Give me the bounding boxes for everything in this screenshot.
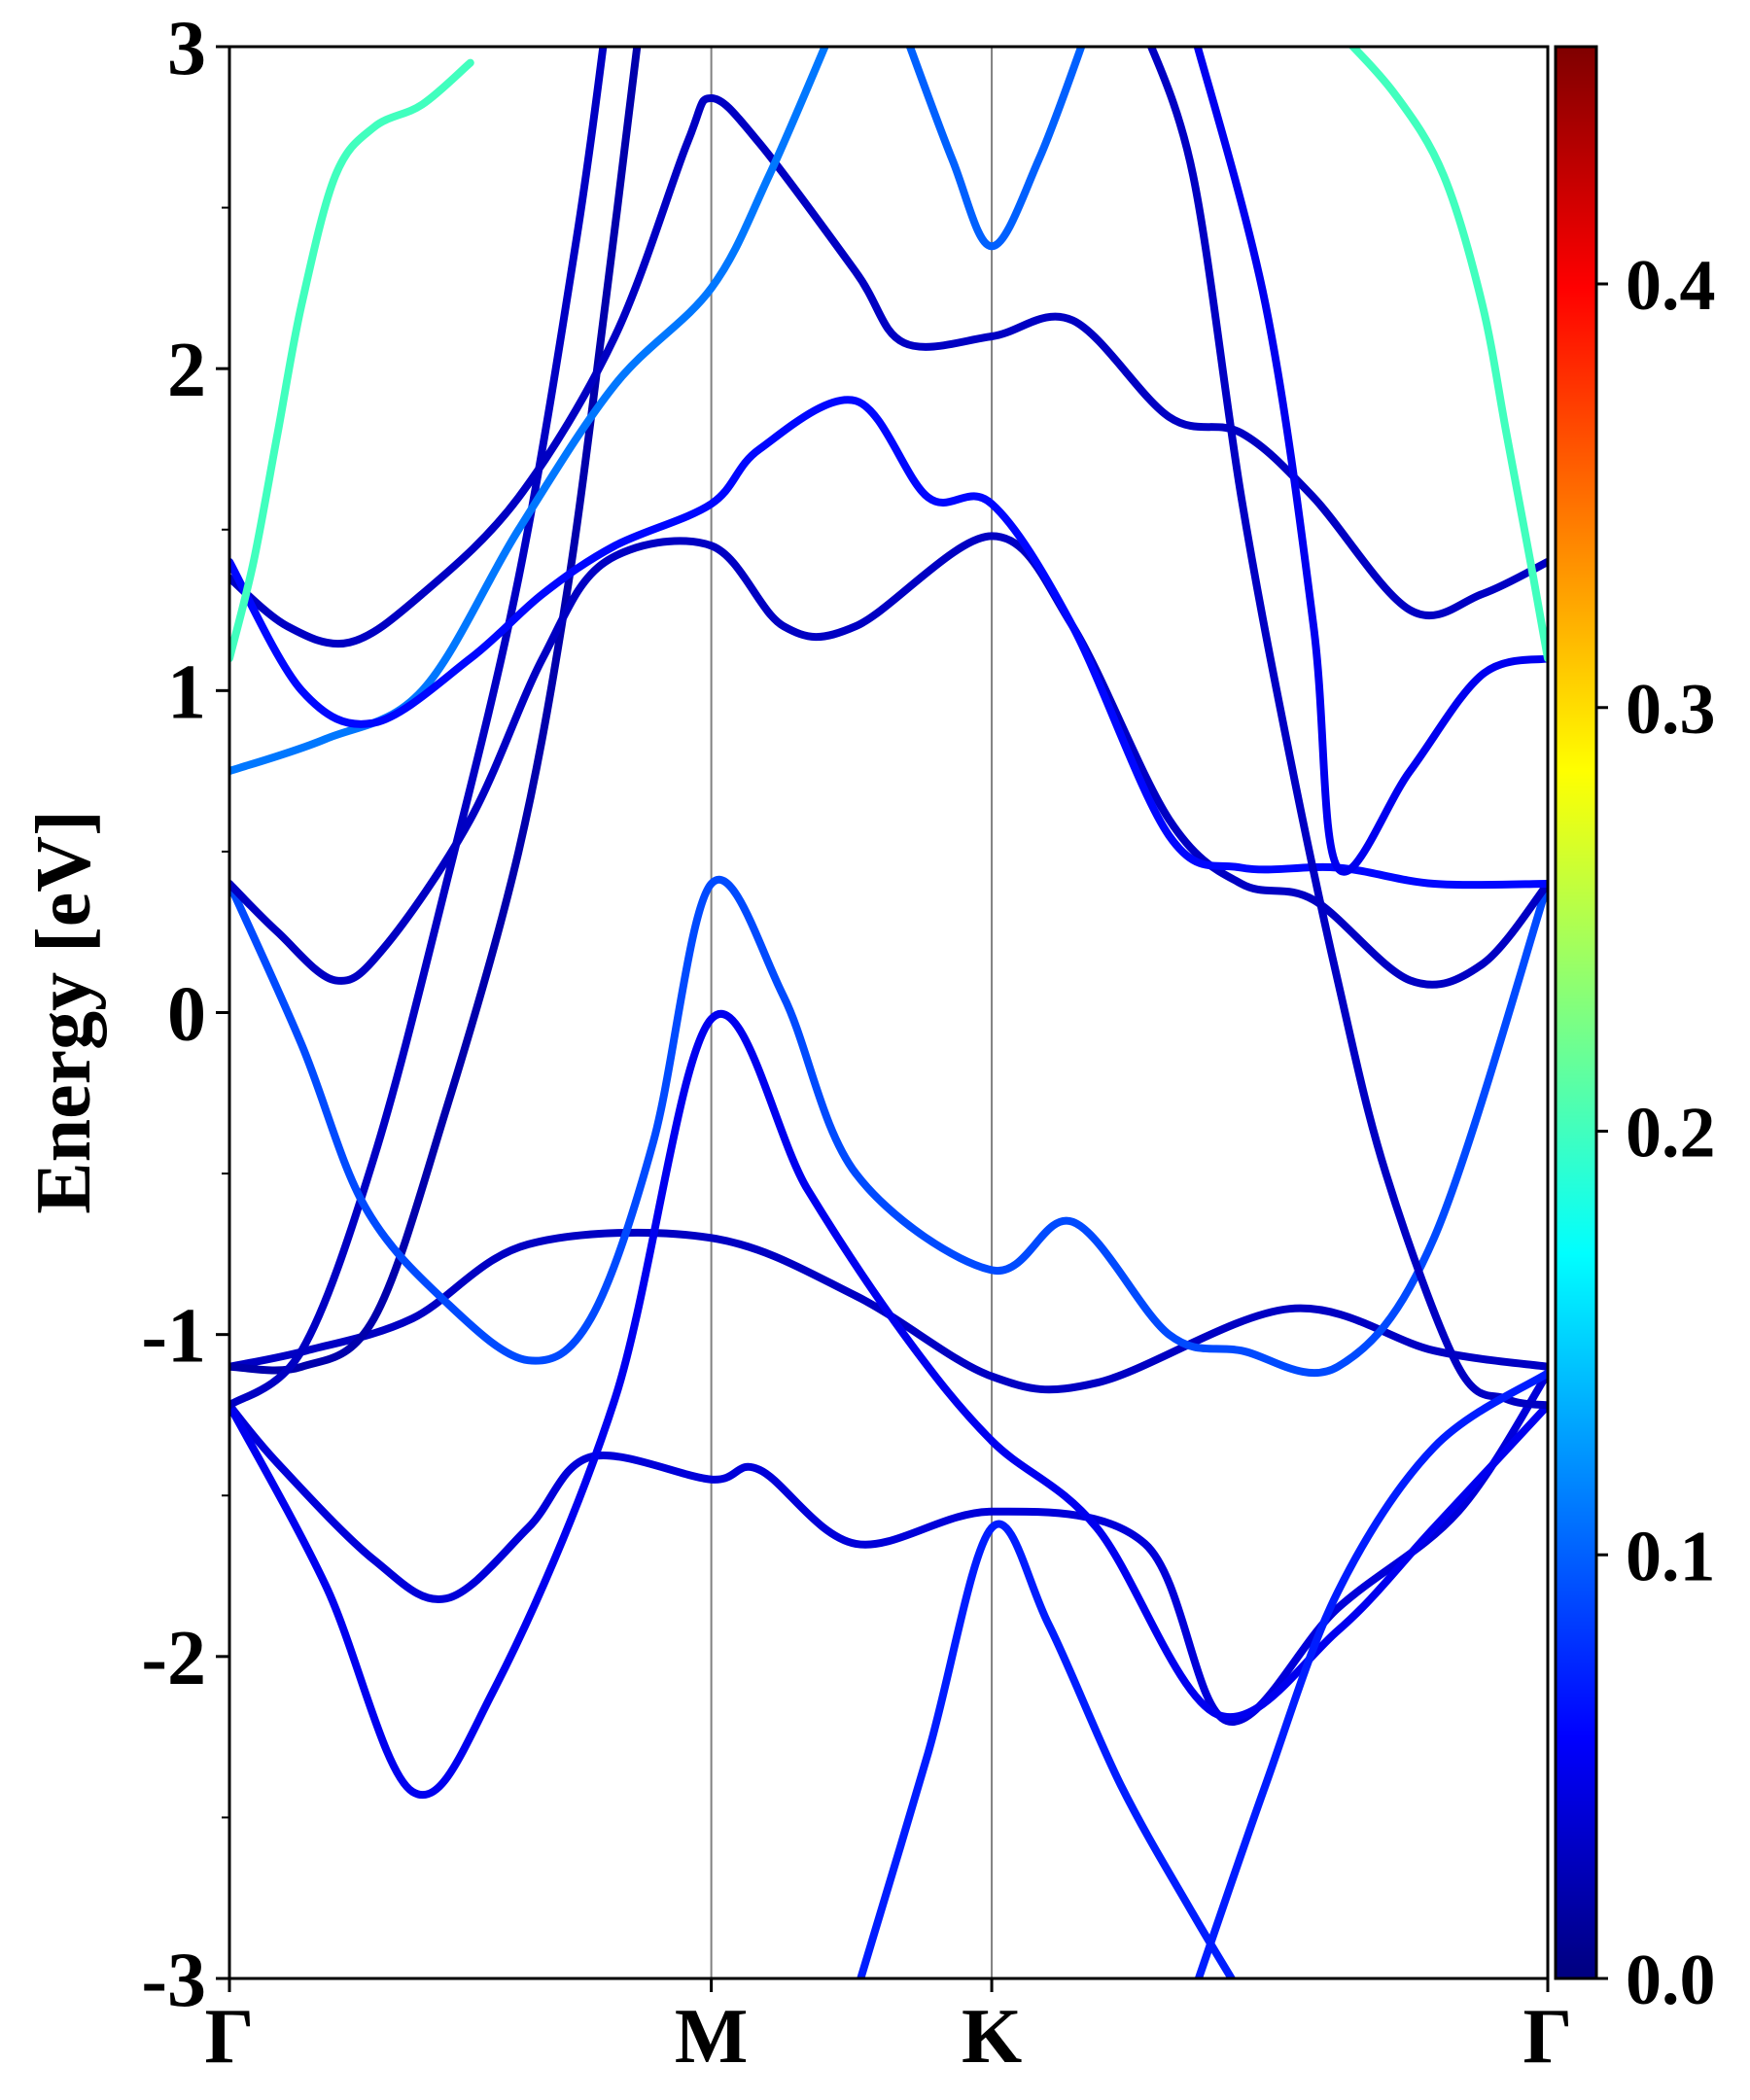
cb-tick-label-4: 0.4 xyxy=(1626,246,1716,326)
band-6 xyxy=(229,532,1548,989)
band-1 xyxy=(229,1369,1548,1726)
band-0 xyxy=(229,1228,1548,1394)
band-8 xyxy=(229,47,829,776)
plot-frame xyxy=(228,45,1550,1980)
bands-layer xyxy=(229,47,1548,1978)
band-5 xyxy=(229,876,1548,1378)
y-tick-label-1: -2 xyxy=(141,1616,206,1701)
band-10 xyxy=(905,47,1086,251)
cb-tick-label-3: 0.3 xyxy=(1626,670,1716,750)
y-axis-label: Energy [eV] xyxy=(21,810,107,1213)
band-2 xyxy=(229,1010,1548,1800)
colorbar: 0.0 0.1 0.2 0.3 0.4 xyxy=(1554,45,1716,2020)
band-14 xyxy=(1194,1369,1548,1978)
x-tick-label-3: Γ xyxy=(1523,1994,1573,2080)
x-tick-label-2: K xyxy=(962,1994,1022,2080)
y-axis-ticks: -3 -2 -1 0 1 2 3 xyxy=(141,6,229,2023)
y-tick-label-5: 2 xyxy=(167,328,206,413)
high-symmetry-lines xyxy=(710,47,994,1978)
band-15 xyxy=(229,58,474,663)
y-tick-label-0: -3 xyxy=(141,1938,206,2023)
band-3 xyxy=(229,47,642,1375)
x-tick-label-0: Γ xyxy=(205,1994,255,2080)
cb-tick-label-1: 0.1 xyxy=(1626,1517,1716,1596)
band-16 xyxy=(1348,47,1548,663)
band-9 xyxy=(229,396,1548,890)
cb-tick-label-0: 0.0 xyxy=(1626,1941,1716,2020)
x-tick-label-1: M xyxy=(675,1994,749,2080)
y-tick-label-4: 1 xyxy=(167,649,206,735)
band-12 xyxy=(1193,47,1548,876)
y-tick-label-6: 3 xyxy=(167,6,206,91)
cb-tick-label-2: 0.2 xyxy=(1626,1094,1716,1173)
band-11 xyxy=(1146,47,1548,1410)
y-tick-label-3: 0 xyxy=(167,972,206,1058)
band-7 xyxy=(229,94,1548,648)
band-13 xyxy=(857,1520,1237,1978)
y-tick-label-2: -1 xyxy=(141,1294,206,1380)
colorbar-ticks: 0.0 0.1 0.2 0.3 0.4 xyxy=(1596,246,1716,2020)
band-curves xyxy=(229,47,1548,1978)
colorbar-gradient xyxy=(1554,45,1598,1980)
